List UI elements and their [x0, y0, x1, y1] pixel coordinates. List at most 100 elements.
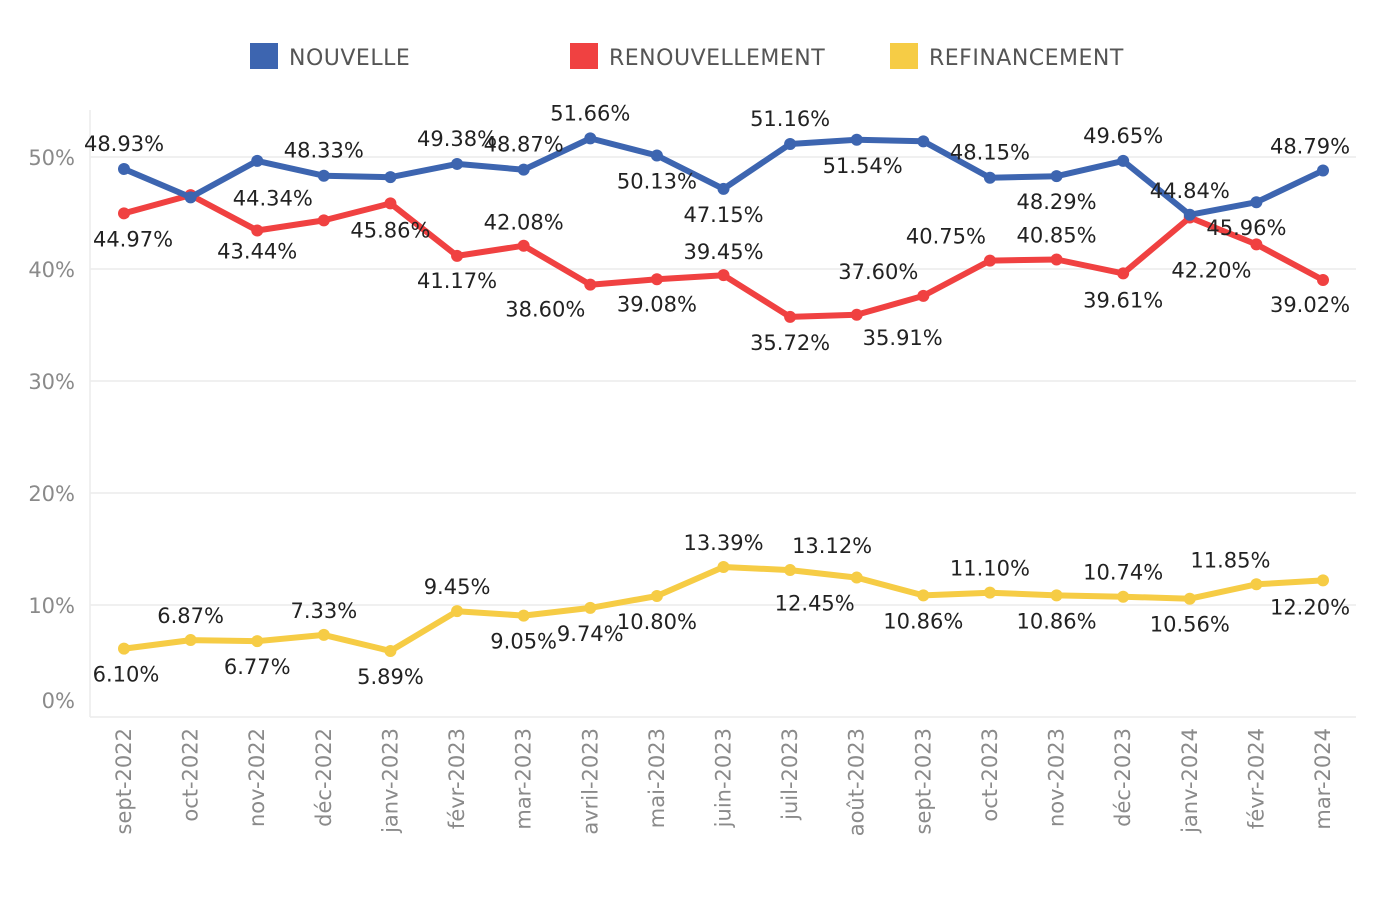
- data-label: 11.10%: [950, 557, 1030, 581]
- x-tick-label: janv-2024: [1178, 728, 1202, 834]
- data-point: [517, 239, 530, 252]
- data-point: [251, 154, 264, 167]
- x-tick-label: janv-2023: [378, 728, 402, 834]
- legend-label: NOUVELLE: [289, 46, 410, 71]
- data-point: [1050, 589, 1063, 602]
- x-tick-label: oct-2022: [179, 728, 203, 822]
- y-axis: 0% 10% 20% 30% 40% 50%: [28, 146, 75, 713]
- data-label: 10.86%: [883, 609, 963, 633]
- data-point: [850, 571, 863, 584]
- data-label: 38.60%: [505, 298, 585, 322]
- data-label: 44.84%: [1150, 179, 1230, 203]
- data-point: [317, 214, 330, 227]
- x-tick-label: sept-2022: [112, 728, 136, 834]
- data-label: 9.45%: [424, 575, 491, 599]
- x-tick-label: nov-2023: [1045, 728, 1069, 827]
- data-point: [917, 135, 930, 148]
- x-tick-label: déc-2023: [1111, 728, 1135, 827]
- data-label: 47.15%: [683, 203, 763, 227]
- data-label: 41.17%: [417, 269, 497, 293]
- legend: NOUVELLE RENOUVELLEMENT REFINANCEMENT: [250, 43, 1123, 71]
- data-label: 51.66%: [550, 101, 630, 125]
- data-point: [451, 605, 464, 618]
- data-label: 45.86%: [350, 218, 430, 242]
- data-point: [784, 138, 797, 151]
- data-label: 40.75%: [906, 225, 986, 249]
- data-label: 13.12%: [792, 534, 872, 558]
- data-point: [517, 163, 530, 176]
- data-label: 42.08%: [484, 211, 564, 235]
- data-point: [1183, 592, 1196, 605]
- data-point: [384, 645, 397, 658]
- data-point: [451, 249, 464, 262]
- data-label: 39.02%: [1270, 293, 1350, 317]
- series-lines: [118, 132, 1329, 658]
- data-label: 6.10%: [93, 663, 160, 687]
- data-point: [650, 273, 663, 286]
- data-point: [1117, 590, 1130, 603]
- data-point: [717, 561, 730, 574]
- data-label: 7.33%: [290, 599, 357, 623]
- data-point: [983, 254, 996, 267]
- y-tick-label: 10%: [28, 594, 75, 618]
- data-label: 9.05%: [490, 630, 557, 654]
- data-point: [584, 278, 597, 291]
- x-tick-label: mai-2023: [645, 728, 669, 828]
- data-label: 51.16%: [750, 107, 830, 131]
- data-label: 49.65%: [1083, 124, 1163, 148]
- data-point: [917, 289, 930, 302]
- data-label: 51.54%: [823, 154, 903, 178]
- data-point: [784, 310, 797, 323]
- legend-swatch: [570, 43, 598, 69]
- y-tick-label: 30%: [28, 370, 75, 394]
- data-label: 48.87%: [484, 133, 564, 157]
- data-point: [1183, 208, 1196, 221]
- x-tick-label: mar-2023: [512, 728, 536, 830]
- data-point: [184, 191, 197, 204]
- y-tick-label: 20%: [28, 482, 75, 506]
- data-label: 10.74%: [1083, 561, 1163, 585]
- data-point: [184, 634, 197, 647]
- x-tick-label: mar-2024: [1311, 728, 1335, 830]
- data-point: [584, 601, 597, 614]
- data-point: [983, 171, 996, 184]
- legend-label: RENOUVELLEMENT: [609, 46, 825, 71]
- data-point: [1317, 273, 1329, 286]
- data-label: 40.85%: [1017, 223, 1097, 247]
- x-tick-label: juil-2023: [778, 728, 802, 821]
- data-label: 10.80%: [617, 610, 697, 634]
- x-tick-label: févr-2023: [445, 728, 469, 829]
- x-tick-label: août-2023: [845, 728, 869, 836]
- data-label: 39.08%: [617, 292, 697, 316]
- x-tick-label: juin-2023: [712, 728, 736, 828]
- data-point: [118, 207, 130, 220]
- data-point: [1317, 164, 1329, 177]
- data-point: [118, 642, 130, 655]
- data-point: [1117, 267, 1130, 280]
- data-label: 48.79%: [1270, 135, 1350, 159]
- data-point: [317, 169, 330, 182]
- data-point: [1317, 574, 1329, 587]
- data-point: [517, 609, 530, 622]
- data-label: 10.56%: [1150, 613, 1230, 637]
- data-point: [251, 224, 264, 237]
- data-label: 44.97%: [93, 227, 173, 251]
- data-label: 35.72%: [750, 331, 830, 355]
- data-label: 50.13%: [617, 170, 697, 194]
- y-tick-label: 40%: [28, 258, 75, 282]
- data-label: 39.61%: [1083, 288, 1163, 312]
- data-point: [1250, 578, 1263, 591]
- data-label: 48.33%: [284, 139, 364, 163]
- data-label: 48.15%: [950, 141, 1030, 165]
- data-point: [650, 149, 663, 162]
- data-label: 12.20%: [1270, 595, 1350, 619]
- gridlines: [89, 110, 1356, 718]
- legend-swatch: [890, 43, 918, 69]
- legend-swatch: [250, 43, 278, 69]
- data-label: 10.86%: [1017, 609, 1097, 633]
- data-point: [317, 628, 330, 641]
- data-label: 12.45%: [775, 592, 855, 616]
- data-point: [650, 590, 663, 603]
- data-point: [1050, 170, 1063, 183]
